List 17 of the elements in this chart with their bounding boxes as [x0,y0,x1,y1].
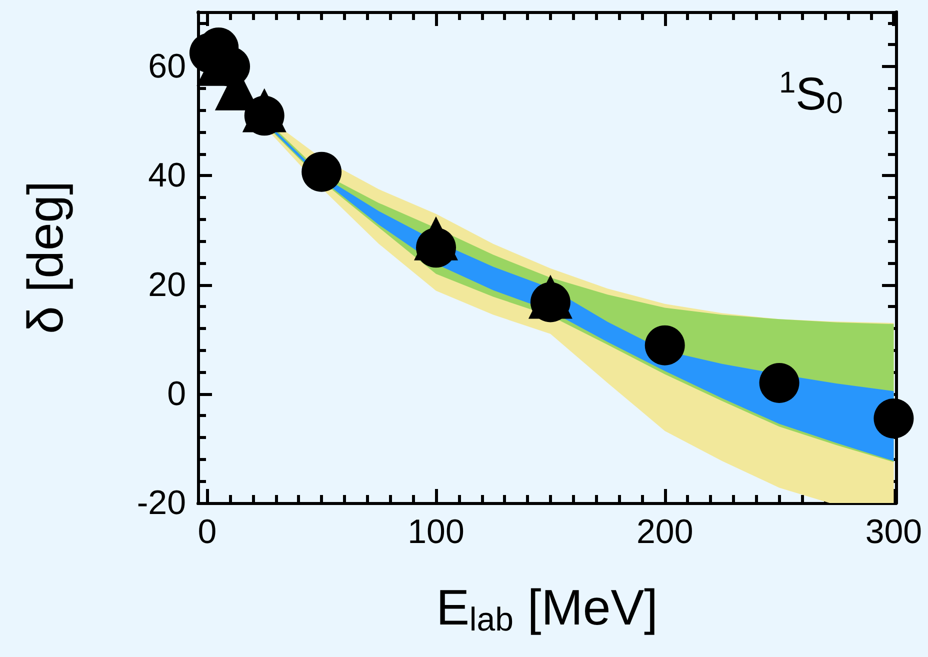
x-tick-label: 100 [408,513,464,551]
point [242,88,286,132]
point [644,325,685,366]
point [414,216,458,260]
x-tick-label: 300 [865,513,922,551]
point [528,274,572,319]
point [302,152,342,192]
y-tick-label: 0 [167,374,186,413]
y-tick-label: -20 [136,484,186,522]
y-tick-label: 60 [148,48,186,86]
x-tick-label: 0 [198,513,217,551]
y-tick-label: 20 [148,266,186,304]
point [874,398,914,438]
y-tick-label: 40 [148,156,186,195]
x-tick-label: 200 [636,513,694,551]
point [759,362,800,403]
y-axis-title: δ [deg] [18,181,74,334]
